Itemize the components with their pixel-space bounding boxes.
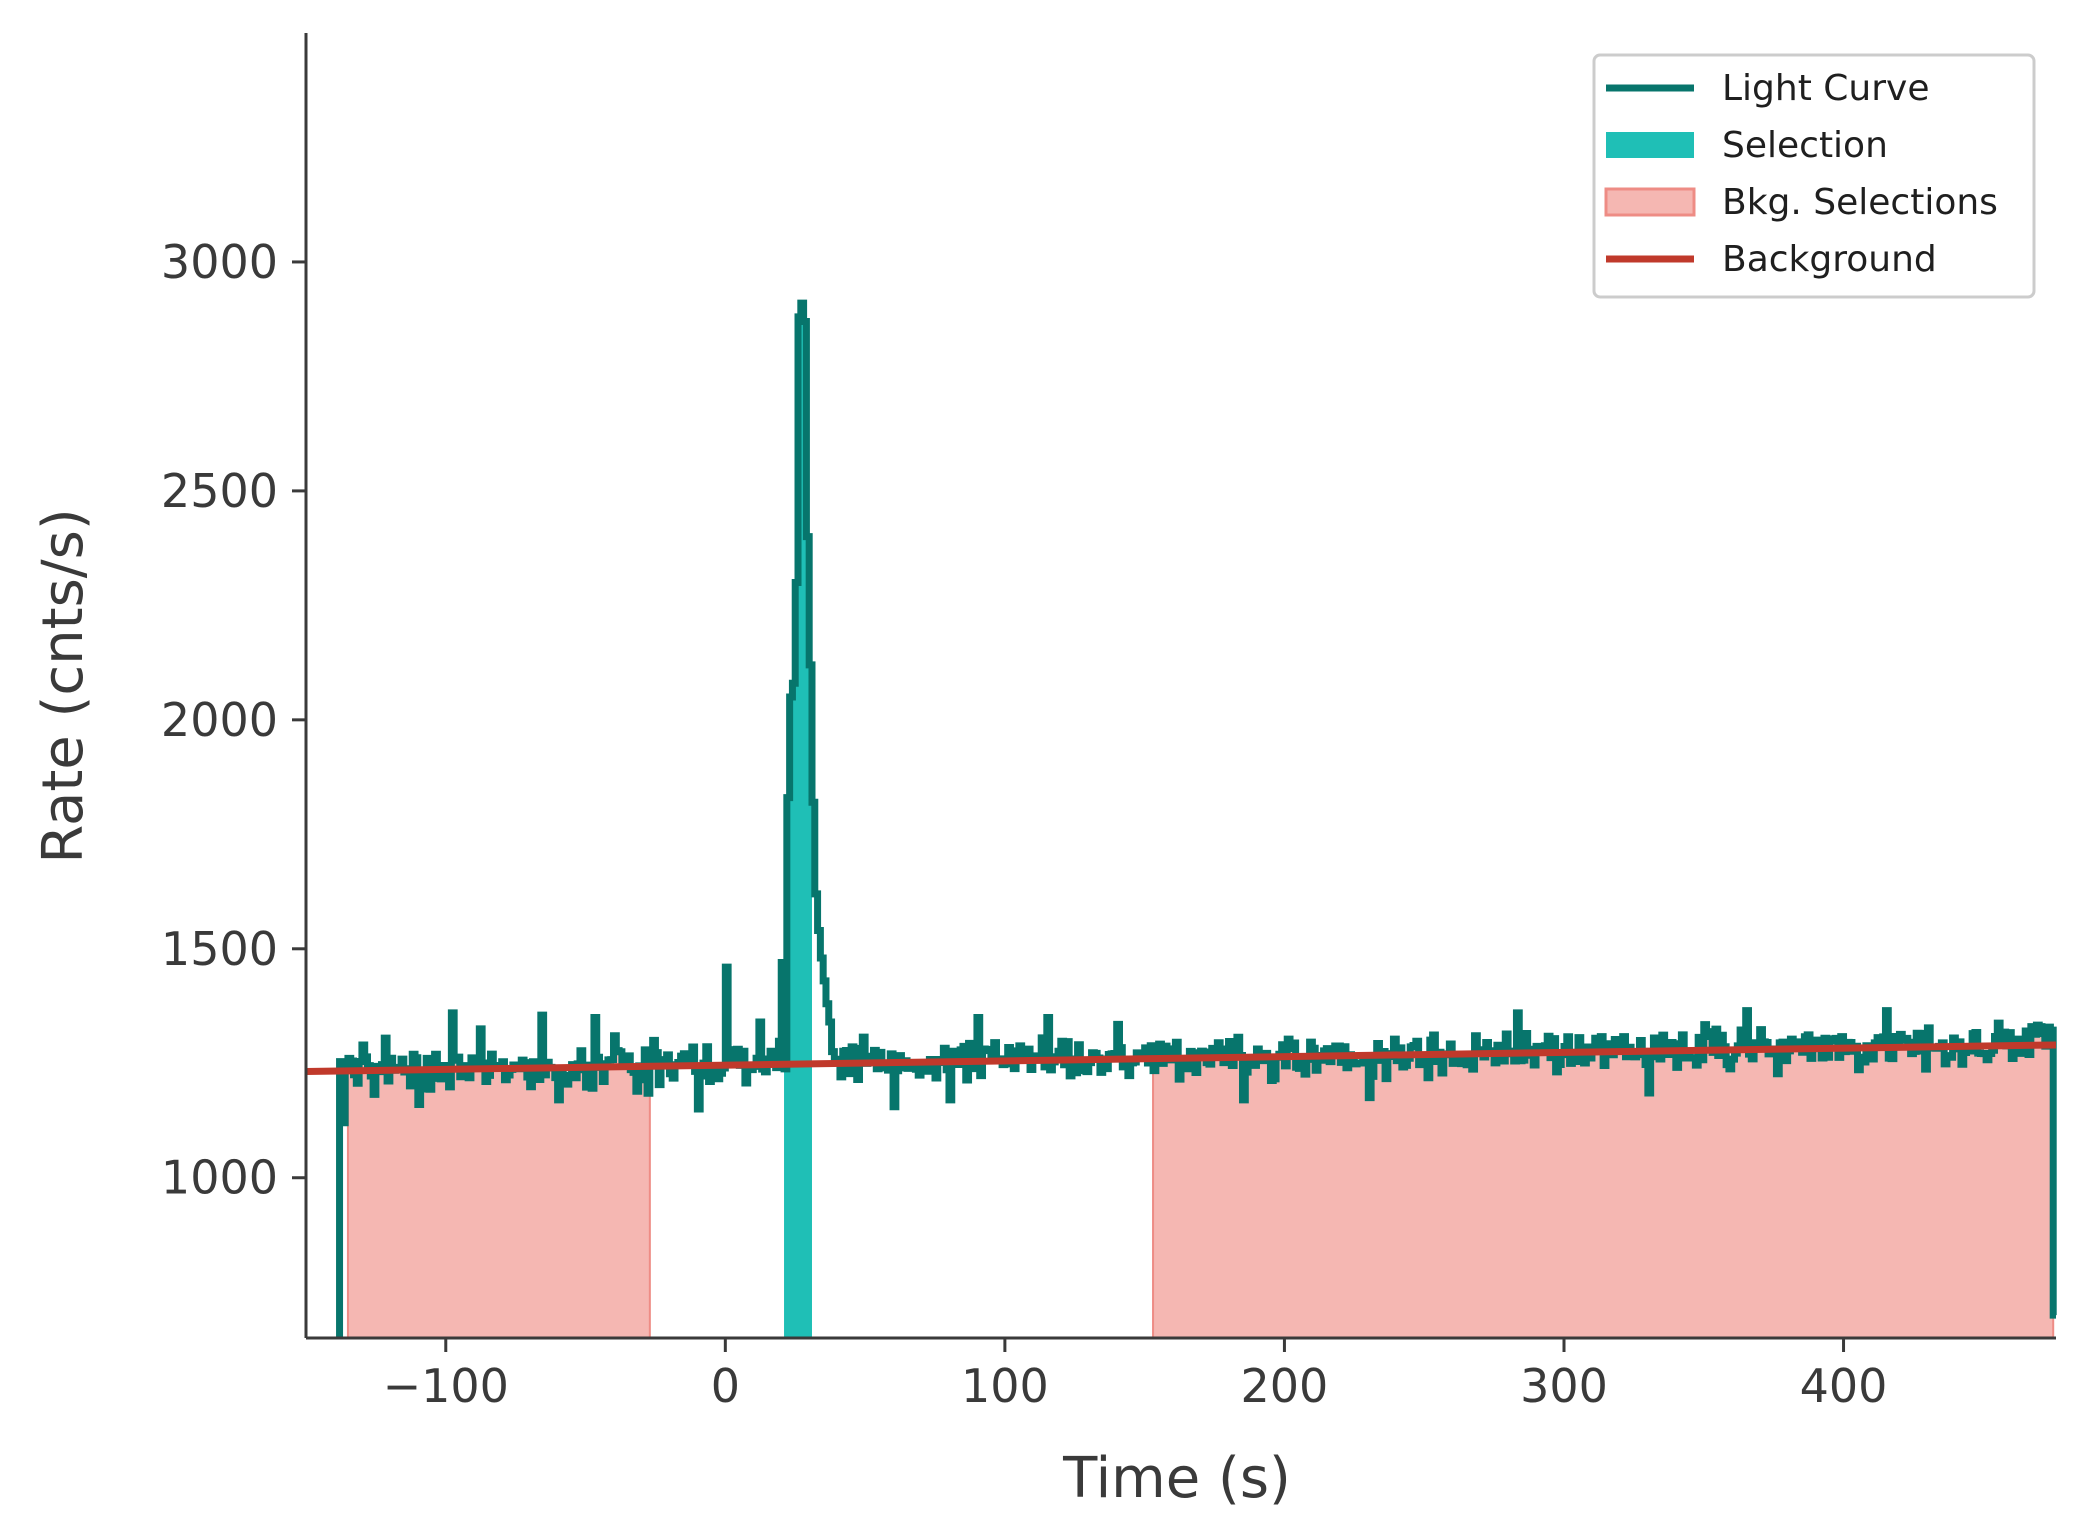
plot-area bbox=[305, 299, 2057, 1339]
y-tick-label: 2500 bbox=[161, 464, 278, 518]
x-tick-label: 0 bbox=[711, 1359, 740, 1413]
legend-label-light_curve: Light Curve bbox=[1722, 68, 1930, 109]
legend-label-background: Background bbox=[1722, 239, 1937, 280]
x-tick-label: 400 bbox=[1800, 1359, 1888, 1413]
y-tick-label: 3000 bbox=[161, 235, 278, 289]
y-tick-label: 2000 bbox=[161, 693, 278, 747]
x-tick-label: 300 bbox=[1520, 1359, 1608, 1413]
y-tick-label: 1500 bbox=[161, 922, 278, 976]
x-tick-label: −100 bbox=[383, 1359, 509, 1413]
axes: −100 0 100 200 300 400 1000 1500 2000 2500 3000 bbox=[161, 33, 2056, 1413]
y-tick-label: 1000 bbox=[161, 1151, 278, 1205]
y-axis-title: Rate (cnts/s) bbox=[31, 508, 96, 863]
legend-frame bbox=[1592, 53, 2036, 299]
x-axis-title: Time (s) bbox=[1062, 1446, 1291, 1511]
legend-items: Light Curve Selection Bkg. Selections Backg… bbox=[1604, 68, 1998, 280]
legend: Light Curve Selection Bkg. Selections Backg… bbox=[1592, 53, 2036, 299]
x-ticks: −100 0 100 200 300 400 bbox=[383, 1338, 1888, 1413]
selection-region bbox=[784, 303, 812, 1338]
legend-swatch-bkg bbox=[1604, 187, 1696, 217]
legend-label-bkg: Bkg. Selections bbox=[1722, 182, 1998, 223]
background-model-line bbox=[305, 1041, 2057, 1076]
selection-layer bbox=[784, 303, 812, 1338]
legend-label-selection: Selection bbox=[1722, 125, 1888, 166]
legend-swatch-selection bbox=[1606, 132, 1694, 158]
background-model-layer bbox=[305, 1041, 2057, 1076]
x-tick-label: 200 bbox=[1241, 1359, 1329, 1413]
y-ticks: 1000 1500 2000 2500 3000 bbox=[161, 235, 306, 1205]
x-tick-label: 100 bbox=[961, 1359, 1049, 1413]
